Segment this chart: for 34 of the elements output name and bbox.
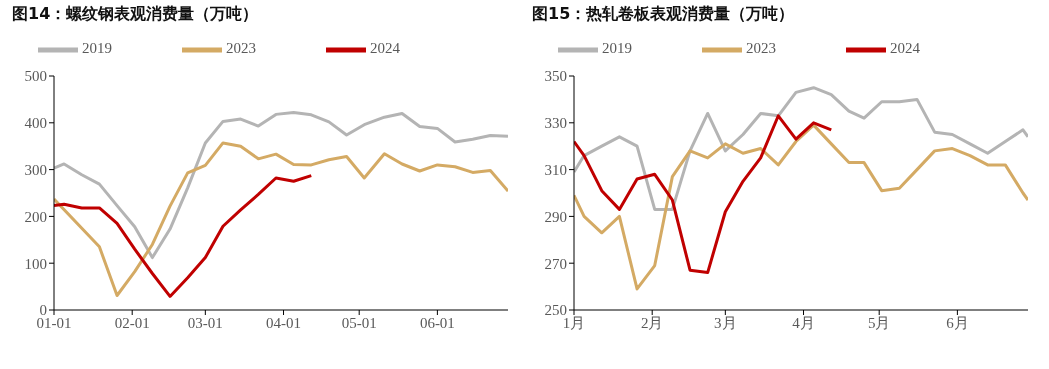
chart-title: 图15：热轧卷板表观消费量（万吨） xyxy=(531,4,796,25)
line-series xyxy=(54,174,313,298)
y-tick-label: 400 xyxy=(24,115,47,132)
x-tick-label: 3月 xyxy=(714,314,737,331)
x-tick-label: 2月 xyxy=(640,314,664,331)
y-tick-label: 300 xyxy=(24,161,47,178)
x-tick-label: 06-01 xyxy=(419,314,455,331)
legend-label: 2024 xyxy=(370,40,400,57)
x-tick-label: 4月 xyxy=(792,314,815,331)
y-tick-label: 200 xyxy=(24,208,47,225)
y-tick-label: 330 xyxy=(544,115,567,132)
x-tick-label: 05-01 xyxy=(341,314,377,331)
line-series xyxy=(574,114,833,275)
legend-label: 2023 xyxy=(746,40,776,57)
line-series xyxy=(574,123,1028,291)
y-tick-label: 350 xyxy=(544,68,567,85)
y-tick-label: 100 xyxy=(24,255,47,272)
y-tick-label: 310 xyxy=(544,161,567,178)
legend-label: 2024 xyxy=(890,40,920,57)
legend-label: 2019 xyxy=(602,40,632,57)
line-series xyxy=(574,86,1028,211)
line-series xyxy=(54,111,508,260)
y-tick-label: 270 xyxy=(544,255,567,272)
x-tick-label: 03-01 xyxy=(187,314,223,331)
x-tick-label: 6月 xyxy=(946,314,969,331)
legend-label: 2023 xyxy=(226,40,256,57)
x-tick-label: 5月 xyxy=(867,314,891,331)
y-tick-label: 500 xyxy=(24,68,47,85)
y-tick-label: 290 xyxy=(544,208,567,225)
chart-title: 图14：螺纹钢表观消费量（万吨） xyxy=(11,4,260,25)
x-tick-label: 02-01 xyxy=(114,314,150,331)
legend-label: 2019 xyxy=(82,40,112,57)
x-tick-label: 04-01 xyxy=(266,314,302,331)
line-series xyxy=(54,141,508,297)
